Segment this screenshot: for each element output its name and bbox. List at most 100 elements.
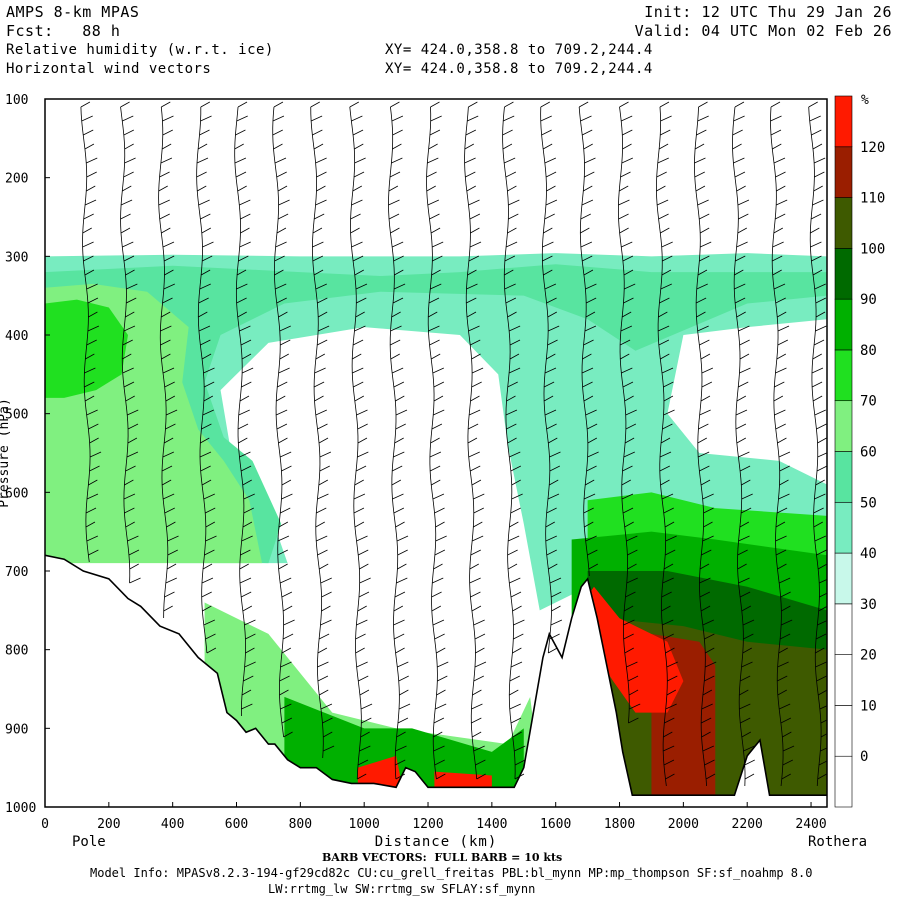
barb-feather [815, 633, 827, 640]
barb-feather [437, 661, 449, 668]
barb-feather [772, 255, 783, 262]
barb-feather [469, 213, 481, 220]
barb-feather [280, 507, 291, 514]
barb-feather [699, 465, 710, 472]
barb-feather [354, 269, 364, 276]
barb-staff [770, 106, 784, 787]
barb-feather [392, 465, 403, 472]
barb-feather [818, 689, 827, 696]
barb-feather [620, 171, 631, 178]
barb-feather [83, 255, 94, 262]
barb-feather [165, 577, 177, 584]
barb-feather [198, 325, 211, 332]
barb-feather [739, 339, 750, 346]
barb-staff [310, 106, 324, 759]
barb-feather [163, 437, 174, 444]
barb-feather [466, 283, 478, 290]
barb-feather [241, 703, 253, 710]
barb-feather [352, 339, 364, 346]
barb-feather [665, 549, 676, 556]
barb-feather [313, 143, 324, 150]
barb-feather [282, 633, 294, 640]
barb-feather [619, 227, 629, 234]
barb-feather [549, 465, 561, 472]
barb-feather [86, 493, 99, 500]
barb-feather [508, 367, 521, 374]
barb-feather [391, 367, 404, 374]
valid-time: Valid: 04 UTC Mon 02 Feb 26 [634, 22, 892, 40]
barb-feather [84, 199, 97, 206]
barb-feather [312, 241, 324, 248]
barb-feather [125, 311, 135, 318]
barb-feather [814, 171, 825, 178]
barb-feather [540, 115, 552, 122]
barb-feather [86, 185, 96, 192]
barb-feather [394, 269, 404, 276]
barb-feather [513, 619, 525, 626]
barb-feather [393, 381, 405, 388]
barb-feather [282, 605, 293, 612]
barb-feather [505, 297, 517, 304]
barb-feather [428, 325, 440, 332]
barb-feather [507, 437, 517, 444]
barb-feather [436, 689, 446, 696]
barb-feather [775, 171, 786, 178]
barb-feather [703, 507, 714, 514]
barb-feather [393, 507, 405, 514]
barb-feather [317, 325, 330, 332]
barb-feather [734, 171, 746, 178]
barb-feather [358, 549, 369, 556]
barb-feather [316, 171, 327, 178]
barb-feather [622, 507, 634, 514]
barb-feather [85, 521, 96, 528]
barb-feather [393, 619, 405, 626]
barb-feather [120, 227, 131, 234]
barb-feather [476, 773, 486, 780]
barb-feather [770, 115, 782, 122]
barb-feather [661, 591, 672, 598]
barb-feather [622, 465, 633, 472]
barb-feather [164, 269, 174, 276]
barb-feather [237, 423, 249, 430]
colorbar-unit: % [861, 93, 869, 108]
barb-feather [696, 129, 707, 136]
barb-feather [277, 549, 288, 556]
barb-feather [84, 143, 95, 150]
barb-feather [699, 255, 710, 262]
barb-feather [658, 143, 669, 150]
barb-feather [274, 269, 284, 276]
barb-feather [235, 129, 246, 136]
barb-feather [701, 381, 713, 388]
barb-feather [504, 101, 514, 108]
barb-feather [623, 269, 634, 276]
barb-feather [739, 367, 751, 374]
x-tick-label-1000: 1000 [349, 817, 380, 832]
barb-feather [471, 353, 481, 360]
barb-feather [738, 213, 749, 220]
barb-feather [629, 703, 641, 710]
barb-feather [816, 549, 827, 556]
barb-feather [433, 395, 444, 402]
barb-feather [627, 675, 639, 682]
colorbar-label-120: 120 [860, 140, 885, 156]
barb-feather [545, 535, 557, 542]
barb-feather [205, 507, 216, 514]
barb-feather [586, 465, 597, 472]
x-tick-label-1600: 1600 [540, 817, 571, 832]
x-tick-label-2000: 2000 [668, 817, 699, 832]
barb-feather [430, 227, 441, 234]
barb-feather [583, 395, 594, 402]
barb-feather [394, 437, 404, 444]
barb-feather [739, 521, 750, 528]
x-tick-label-600: 600 [225, 817, 248, 832]
barb-feather [432, 493, 445, 500]
barb-feather [582, 381, 593, 388]
barb-feather [665, 703, 677, 710]
barb-feather [243, 507, 254, 514]
barb-feather [126, 283, 138, 290]
barb-feather [349, 101, 359, 108]
barb-feather [356, 409, 368, 416]
colorbar-label-20: 20 [860, 648, 877, 664]
barb-feather [736, 395, 747, 402]
barb-feather [818, 605, 827, 612]
